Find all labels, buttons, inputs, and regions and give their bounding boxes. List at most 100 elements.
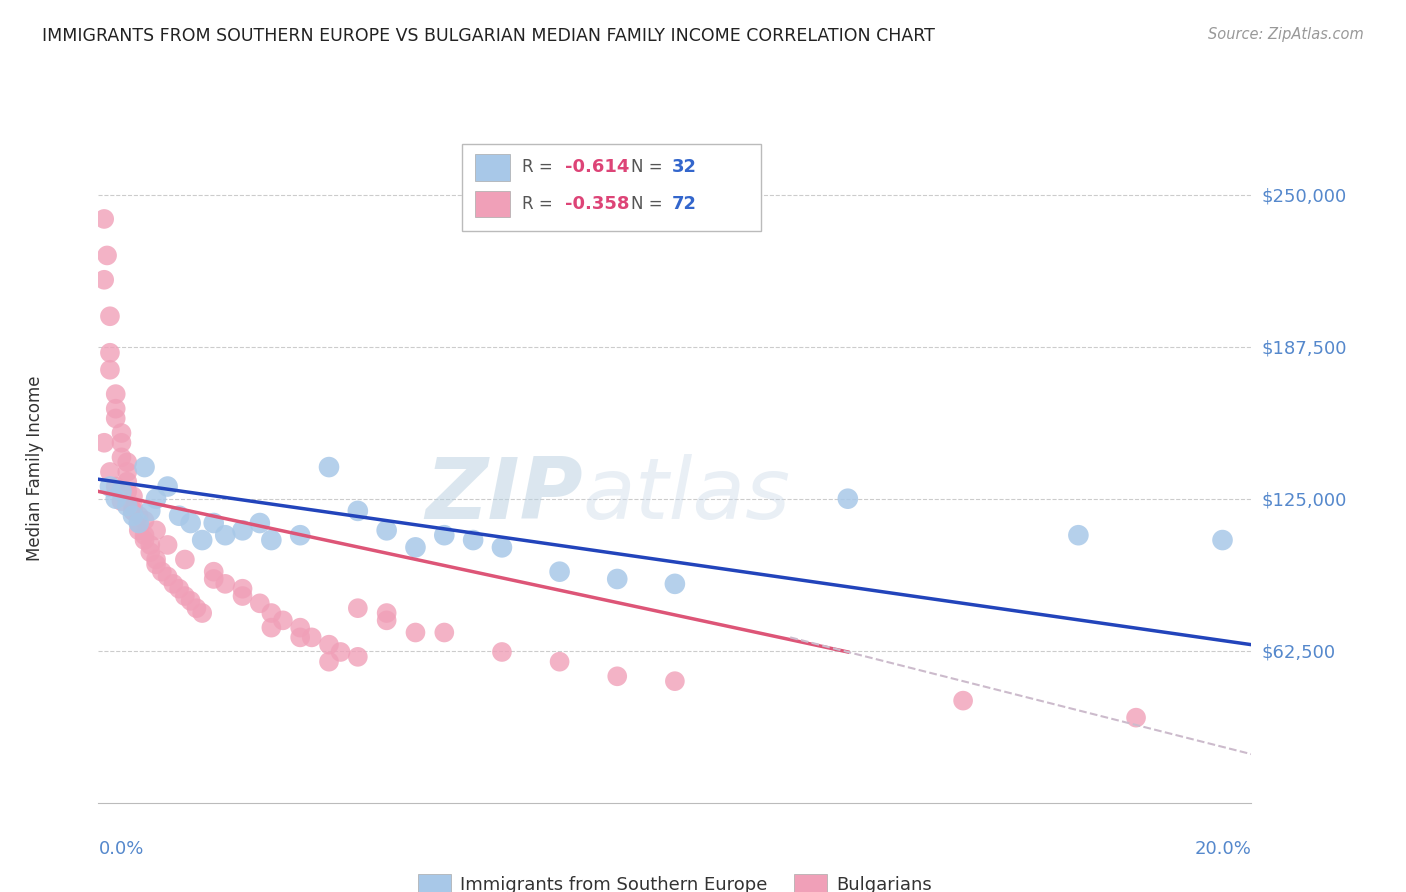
Point	[231, 582, 254, 596]
Point	[260, 621, 283, 635]
Text: Median Family Income: Median Family Income	[25, 376, 44, 561]
Point	[461, 533, 484, 547]
Point	[117, 499, 139, 513]
Point	[318, 655, 340, 669]
Text: Source: ZipAtlas.com: Source: ZipAtlas.com	[1208, 27, 1364, 42]
Point	[180, 516, 202, 530]
Text: 0.0%: 0.0%	[98, 839, 143, 857]
Point	[93, 211, 115, 226]
Point	[664, 577, 686, 591]
Point	[346, 601, 368, 615]
Point	[139, 504, 162, 518]
Point	[837, 491, 859, 506]
Point	[104, 411, 127, 425]
Point	[150, 565, 173, 579]
Point	[1125, 711, 1147, 725]
Point	[117, 475, 139, 489]
Text: N =: N =	[631, 158, 668, 177]
Text: -0.614: -0.614	[565, 158, 630, 177]
Point	[290, 528, 312, 542]
Point	[174, 589, 197, 603]
Point	[134, 528, 156, 542]
Text: -0.358: -0.358	[565, 195, 630, 213]
Point	[156, 538, 179, 552]
Point	[202, 516, 225, 530]
Point	[548, 655, 571, 669]
Point	[110, 484, 132, 499]
Point	[162, 577, 184, 591]
Text: 32: 32	[672, 158, 696, 177]
Point	[134, 514, 156, 528]
Point	[231, 589, 254, 603]
Point	[167, 508, 190, 523]
Point	[290, 631, 312, 645]
Point	[249, 516, 271, 530]
Point	[98, 345, 121, 359]
Point	[433, 528, 456, 542]
Point	[375, 606, 398, 620]
Legend: Immigrants from Southern Europe, Bulgarians: Immigrants from Southern Europe, Bulgari…	[411, 867, 939, 892]
Point	[491, 541, 513, 555]
Point	[606, 572, 628, 586]
Point	[98, 363, 121, 377]
Point	[405, 625, 427, 640]
Point	[405, 541, 427, 555]
Point	[180, 594, 202, 608]
Point	[260, 606, 283, 620]
Point	[145, 552, 167, 566]
Point	[214, 577, 236, 591]
Point	[156, 479, 179, 493]
Point	[128, 516, 150, 530]
Point	[156, 569, 179, 583]
FancyBboxPatch shape	[475, 154, 510, 181]
FancyBboxPatch shape	[461, 144, 762, 231]
Point	[375, 613, 398, 627]
Point	[174, 552, 197, 566]
Point	[104, 387, 127, 401]
Point	[301, 631, 323, 645]
Text: IMMIGRANTS FROM SOUTHERN EUROPE VS BULGARIAN MEDIAN FAMILY INCOME CORRELATION CH: IMMIGRANTS FROM SOUTHERN EUROPE VS BULGA…	[42, 27, 935, 45]
FancyBboxPatch shape	[475, 191, 510, 218]
Point	[98, 310, 121, 324]
Point	[145, 558, 167, 572]
Point	[433, 625, 456, 640]
Point	[231, 524, 254, 538]
Point	[122, 508, 145, 523]
Point	[128, 508, 150, 523]
Point	[318, 460, 340, 475]
Point	[952, 693, 974, 707]
Text: ZIP: ZIP	[425, 453, 582, 537]
Point	[117, 465, 139, 479]
Point	[606, 669, 628, 683]
Point	[191, 533, 214, 547]
Point	[271, 613, 294, 627]
Point	[117, 484, 139, 499]
Point	[318, 638, 340, 652]
Point	[139, 538, 162, 552]
Point	[214, 528, 236, 542]
Point	[104, 491, 127, 506]
Point	[96, 248, 118, 262]
Text: 72: 72	[672, 195, 696, 213]
Point	[491, 645, 513, 659]
Point	[110, 435, 132, 450]
Point	[98, 465, 121, 479]
Point	[93, 435, 115, 450]
Point	[249, 596, 271, 610]
Point	[375, 524, 398, 538]
Point	[134, 460, 156, 475]
Point	[191, 606, 214, 620]
Point	[93, 273, 115, 287]
Point	[186, 601, 208, 615]
Point	[134, 533, 156, 547]
Point	[202, 572, 225, 586]
Point	[128, 524, 150, 538]
Point	[110, 425, 132, 440]
Point	[329, 645, 352, 659]
Point	[346, 504, 368, 518]
Text: N =: N =	[631, 195, 668, 213]
Point	[145, 524, 167, 538]
Point	[122, 504, 145, 518]
Point	[548, 565, 571, 579]
Point	[139, 545, 162, 559]
